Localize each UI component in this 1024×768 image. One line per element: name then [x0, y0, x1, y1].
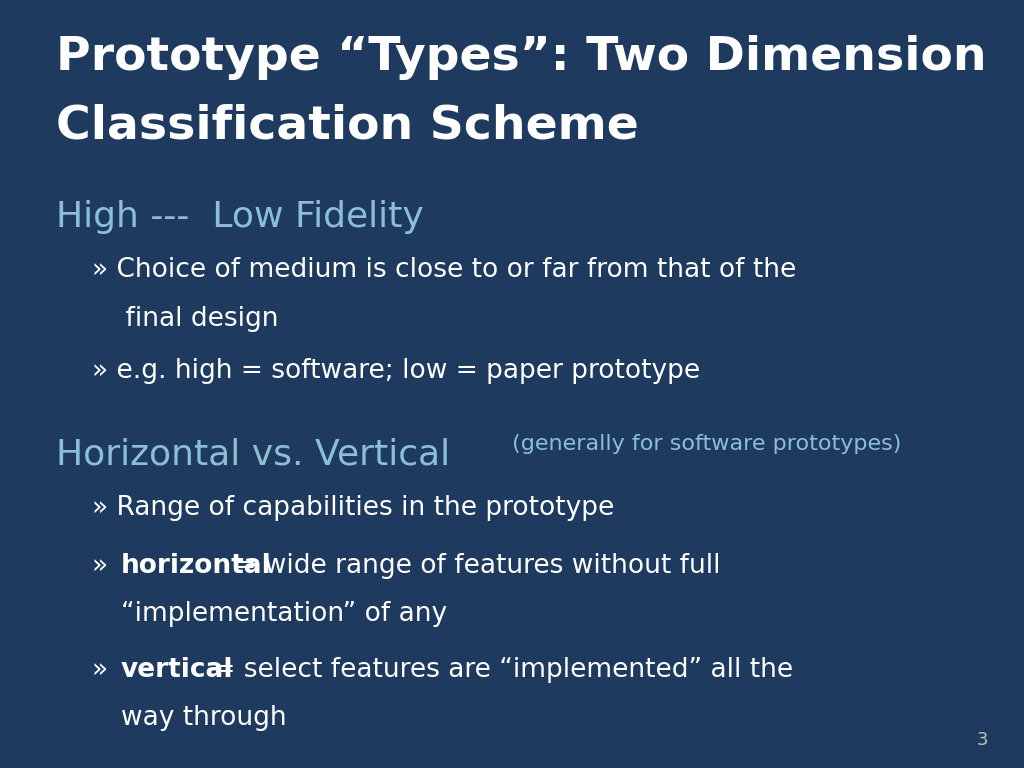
Text: final design: final design: [92, 306, 279, 332]
Text: “implementation” of any: “implementation” of any: [121, 601, 446, 627]
Text: » Choice of medium is close to or far from that of the: » Choice of medium is close to or far fr…: [92, 257, 797, 283]
Text: = wide range of features without full: = wide range of features without full: [226, 553, 721, 579]
Text: Horizontal vs. Vertical: Horizontal vs. Vertical: [56, 438, 451, 472]
Text: High ---  Low Fidelity: High --- Low Fidelity: [56, 200, 424, 233]
Text: = select features are “implemented” all the: = select features are “implemented” all …: [205, 657, 793, 683]
Text: » Range of capabilities in the prototype: » Range of capabilities in the prototype: [92, 495, 614, 521]
Text: vertical: vertical: [121, 657, 233, 683]
Text: »: »: [92, 657, 117, 683]
Text: Prototype “Types”: Two Dimension: Prototype “Types”: Two Dimension: [56, 35, 987, 80]
Text: »: »: [92, 553, 117, 579]
Text: » e.g. high = software; low = paper prototype: » e.g. high = software; low = paper prot…: [92, 358, 700, 384]
Text: horizontal: horizontal: [121, 553, 271, 579]
Text: way through: way through: [121, 705, 287, 731]
Text: Classification Scheme: Classification Scheme: [56, 104, 639, 149]
Text: (generally for software prototypes): (generally for software prototypes): [505, 434, 901, 454]
Text: 3: 3: [977, 731, 988, 749]
